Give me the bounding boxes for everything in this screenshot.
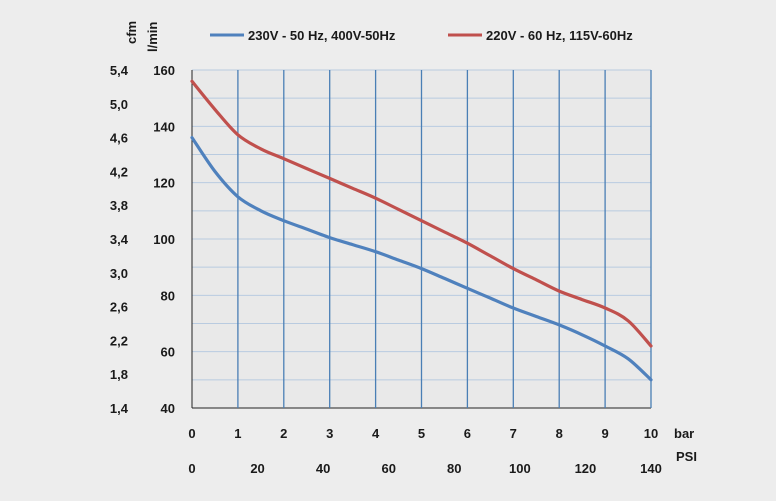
- cfm-tick-label: 4,2: [110, 164, 128, 179]
- bar-tick-label: 5: [418, 426, 425, 441]
- bar-tick-label: 8: [556, 426, 563, 441]
- series-lines: [190, 79, 653, 382]
- lmin-tick-label: 80: [161, 288, 175, 303]
- lmin-tick-label: 40: [161, 401, 175, 416]
- lmin-tick-label: 160: [153, 63, 175, 78]
- cfm-tick-label: 4,6: [110, 131, 128, 146]
- lmin-tick-label: 100: [153, 232, 175, 247]
- cfm-tick-label: 3,4: [110, 232, 129, 247]
- lmin-unit-label: l/min: [145, 22, 160, 52]
- psi-tick-label: 40: [316, 461, 330, 476]
- y-tick-labels: 1,4 1,8 2,2 2,6 3,0 3,4 3,8 4,2 4,6 5,0 5,4 40 60 80 1…: [110, 63, 175, 416]
- bar-tick-label: 6: [464, 426, 471, 441]
- cfm-tick-label: 3,0: [110, 266, 128, 281]
- psi-tick-label: 140: [640, 461, 662, 476]
- bar-unit-label: bar: [674, 426, 694, 441]
- psi-tick-label: 100: [509, 461, 531, 476]
- cfm-tick-label: 5,4: [110, 63, 129, 78]
- psi-tick-label: 60: [381, 461, 395, 476]
- bar-tick-label: 4: [372, 426, 380, 441]
- cfm-tick-label: 5,0: [110, 97, 128, 112]
- cfm-tick-label: 2,6: [110, 300, 128, 315]
- psi-tick-label: 0: [188, 461, 195, 476]
- psi-unit-label: PSI: [676, 449, 697, 464]
- cfm-unit-label: cfm: [124, 21, 139, 44]
- cfm-tick-label: 1,4: [110, 401, 129, 416]
- legend-label-series-2: 220V - 60 Hz, 115V-60Hz: [486, 28, 633, 43]
- bar-tick-label: 1: [234, 426, 241, 441]
- psi-tick-label: 20: [250, 461, 264, 476]
- bar-tick-label: 2: [280, 426, 287, 441]
- lmin-tick-label: 120: [153, 176, 175, 191]
- legend: 230V - 50 Hz, 400V-50Hz 220V - 60 Hz, 11…: [210, 28, 633, 43]
- cfm-tick-label: 1,8: [110, 367, 128, 382]
- legend-label-series-1: 230V - 50 Hz, 400V-50Hz: [248, 28, 396, 43]
- series-line-1: [190, 136, 653, 382]
- psi-tick-label: 80: [447, 461, 461, 476]
- bar-tick-label: 7: [510, 426, 517, 441]
- cfm-tick-label: 2,2: [110, 333, 128, 348]
- bar-tick-label: 10: [644, 426, 658, 441]
- lmin-tick-label: 140: [153, 119, 175, 134]
- psi-tick-label: 120: [575, 461, 597, 476]
- lmin-tick-label: 60: [161, 345, 175, 360]
- bar-tick-label: 3: [326, 426, 333, 441]
- x-tick-labels: 0 1 2 3 4 5 6 7 8 9 100 20 40 60 80 100 120 140: [188, 426, 661, 476]
- vertical-gridlines: [191, 70, 652, 408]
- bar-tick-label: 9: [601, 426, 608, 441]
- bar-tick-label: 0: [188, 426, 195, 441]
- series-line-2: [190, 79, 653, 348]
- cfm-tick-label: 3,8: [110, 198, 128, 213]
